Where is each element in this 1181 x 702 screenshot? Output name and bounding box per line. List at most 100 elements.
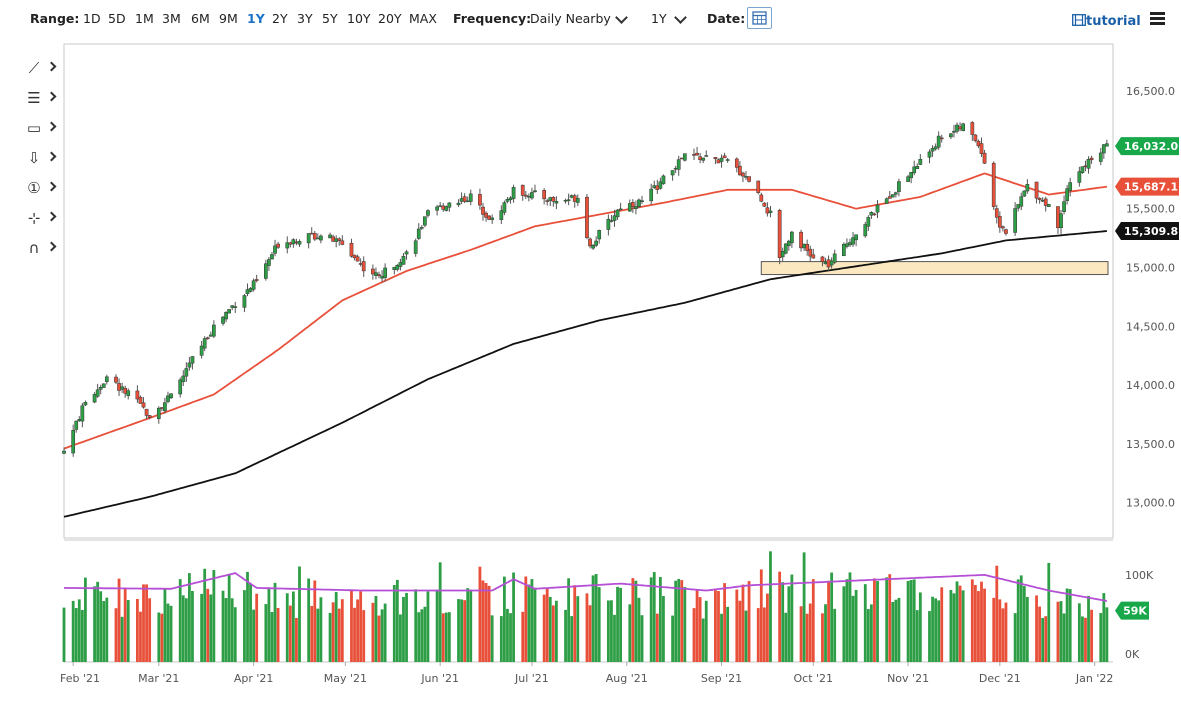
range-max[interactable]: MAX — [409, 11, 437, 26]
volume-bar — [502, 576, 506, 662]
volume-bar — [444, 612, 448, 662]
candle-body — [490, 217, 495, 220]
drawing-tool[interactable]: ∩ — [20, 236, 65, 260]
volume-bar — [512, 572, 515, 662]
drawing-tool[interactable]: ⊹ — [20, 206, 65, 230]
range-1m[interactable]: 1M — [135, 11, 154, 26]
candle-body — [927, 151, 932, 158]
range-6m[interactable]: 6M — [191, 11, 210, 26]
volume-bar — [1001, 608, 1005, 662]
tutorial-link[interactable]: tutorial — [1072, 14, 1141, 29]
arrow-down-tool-icon: ⇩ — [27, 149, 41, 167]
period-select[interactable]: 1Y — [651, 11, 667, 26]
drawing-tool[interactable]: ▭ — [20, 116, 65, 140]
volume-bar — [640, 615, 644, 662]
volume-bar — [854, 589, 858, 662]
candle-body — [612, 215, 617, 221]
candle-body — [169, 393, 173, 399]
volume-bar — [71, 600, 75, 662]
volume-bar — [545, 588, 549, 662]
volume-bar — [178, 579, 182, 662]
candle-body — [566, 199, 571, 201]
volume-bar — [380, 609, 384, 662]
range-1d[interactable]: 1D — [83, 11, 101, 26]
candle-body — [212, 324, 216, 337]
candle-body — [435, 206, 439, 211]
candle-body — [380, 276, 384, 279]
calendar-button[interactable] — [747, 7, 772, 29]
candle-body — [679, 157, 684, 160]
candle-body — [511, 187, 516, 199]
volume-bar — [567, 578, 571, 662]
volume-bar — [1056, 601, 1060, 662]
candle-body — [744, 176, 748, 178]
candle-body — [530, 192, 534, 199]
candle-body — [738, 165, 742, 176]
candle-body — [398, 262, 403, 267]
volume-bar — [735, 589, 739, 662]
candle-body — [395, 265, 400, 270]
volume-bar — [802, 552, 806, 662]
volume-bar — [1044, 616, 1048, 662]
candle-body — [756, 180, 761, 193]
frequency-select[interactable]: Daily Nearby — [530, 11, 611, 26]
volume-bar — [399, 614, 402, 662]
last-ma-fast-badge: 15,687.1 — [1115, 177, 1179, 196]
line-tool-icon: ⟋ — [28, 59, 40, 77]
candle-body — [285, 242, 290, 249]
drawing-tool[interactable]: ⟋ — [20, 56, 65, 80]
candle-body — [481, 206, 485, 215]
range-10y[interactable]: 10Y — [347, 11, 371, 26]
range-3m[interactable]: 3M — [162, 11, 181, 26]
range-9m[interactable]: 9M — [219, 11, 238, 26]
volume-bar — [331, 602, 335, 662]
volume-bar — [906, 580, 910, 662]
drawing-tool[interactable]: ⇩ — [20, 146, 65, 170]
candle-body — [542, 190, 547, 200]
candle-body — [291, 239, 296, 245]
menu-icon[interactable] — [1150, 12, 1165, 26]
candle-body — [658, 181, 663, 189]
volume-bar — [405, 592, 408, 662]
volume-bar — [334, 592, 338, 662]
volume-bar — [224, 598, 228, 662]
volume-bar — [142, 584, 145, 662]
drawing-tool[interactable]: ① — [20, 176, 65, 200]
x-tick-label: Jul '21 — [514, 672, 549, 685]
candle-body — [997, 216, 1002, 228]
volume-bar — [998, 599, 1002, 662]
candle-body — [187, 362, 192, 368]
volume-bar — [62, 607, 66, 662]
range-20y[interactable]: 20Y — [378, 11, 402, 26]
range-3y[interactable]: 3Y — [297, 11, 313, 26]
volume-bar — [652, 572, 656, 662]
candle-body — [294, 241, 299, 244]
candle-body — [912, 166, 917, 174]
candle-body — [741, 172, 745, 177]
y-tick-label: 15,500.0 — [1126, 203, 1175, 216]
volume-bar — [1022, 586, 1026, 662]
candle-body — [961, 123, 965, 131]
candle-body — [147, 415, 152, 418]
candle-body — [597, 230, 602, 240]
candle-body — [585, 196, 589, 238]
candle-body — [918, 158, 923, 165]
volume-bar — [606, 600, 610, 662]
candle-body — [1034, 181, 1039, 199]
candle-body — [673, 167, 678, 170]
range-2y[interactable]: 2Y — [272, 11, 288, 26]
candle-body — [652, 185, 657, 188]
volume-bar — [821, 613, 824, 662]
range-1y[interactable]: 1Y — [247, 11, 265, 26]
volume-bar — [961, 590, 965, 662]
candle-body — [936, 135, 941, 148]
range-5y[interactable]: 5Y — [322, 11, 338, 26]
drawing-tool[interactable]: ☰ — [20, 86, 65, 110]
candle-body — [190, 356, 195, 364]
range-5d[interactable]: 5D — [108, 11, 126, 26]
candle-body — [640, 200, 644, 202]
volume-bar — [163, 588, 167, 662]
candle-body — [854, 234, 858, 241]
volume-bar — [833, 608, 837, 662]
y-tick-label: 14,000.0 — [1126, 379, 1175, 392]
